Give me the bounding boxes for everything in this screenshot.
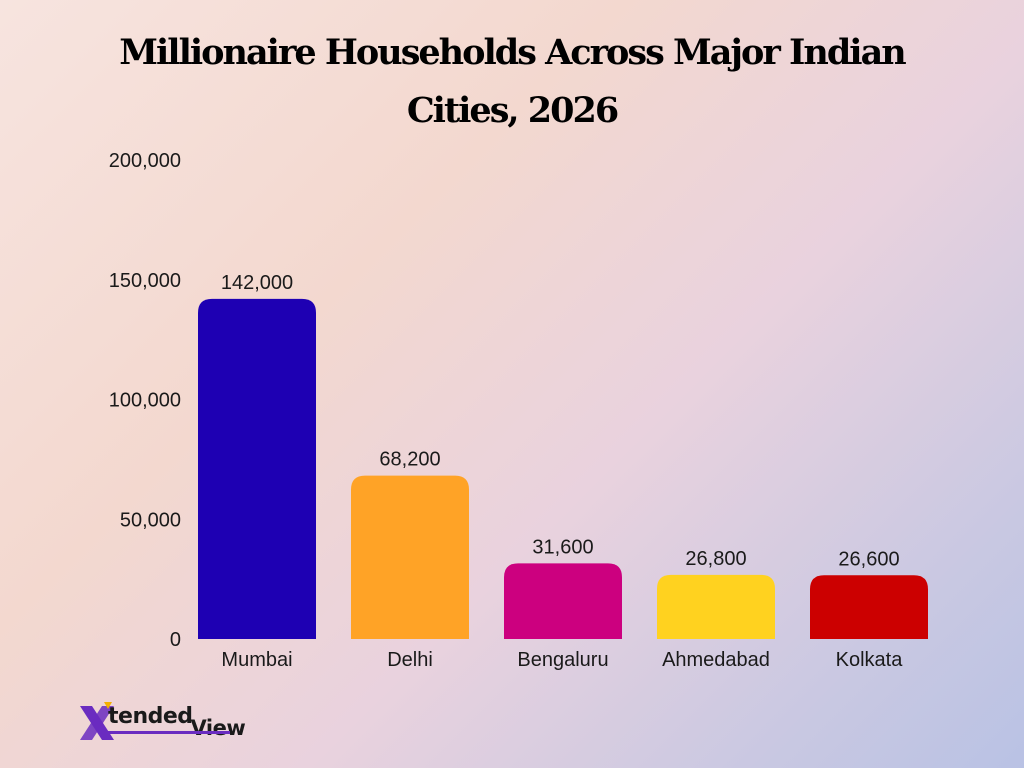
bar-mumbai [198,298,316,639]
y-tick-label: 50,000 [120,509,181,531]
brand-name-part1: tended [108,704,193,729]
x-tick-label: Bengaluru [517,649,608,671]
bar-ahmedabad [657,574,775,639]
data-label: 142,000 [221,272,293,294]
x-tick-label: Delhi [387,649,433,671]
data-label: 68,200 [379,449,440,471]
bar-delhi [351,475,469,639]
y-tick-label: 100,000 [109,390,181,412]
brand-name-part2: View [190,716,246,740]
brand-logo: tendedView [78,700,278,744]
x-tick-label: Kolkata [836,649,904,671]
data-label: 26,600 [838,548,899,570]
y-tick-label: 200,000 [109,150,181,172]
x-axis: Mumbai Delhi Bengaluru Ahmedabad Kolkata [221,649,903,671]
y-axis: 0 50,000 100,000 150,000 200,000 [109,150,181,651]
brand-underline [108,731,230,734]
bar-bengaluru [504,563,622,639]
bar-kolkata [810,575,928,639]
data-label: 26,800 [685,548,746,570]
x-tick-label: Ahmedabad [662,649,770,671]
bars: 142,000 68,200 31,600 26,800 26,600 [198,272,928,639]
x-tick-label: Mumbai [221,649,292,671]
brand-wordmark: tendedView [108,704,246,740]
chart-title: Millionaire Households Across Major Indi… [119,32,906,131]
y-tick-label: 0 [170,629,181,651]
y-tick-label: 150,000 [109,270,181,292]
data-label: 31,600 [532,536,593,558]
x-logo-icon [80,702,114,740]
